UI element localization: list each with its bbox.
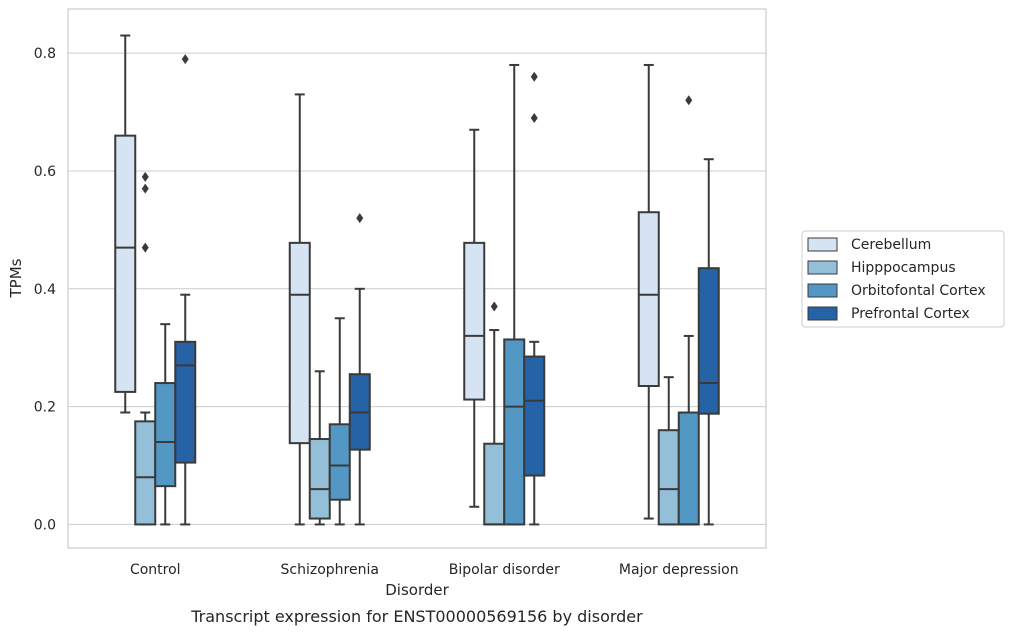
legend-label: Prefrontal Cortex (851, 306, 970, 322)
outlier-point (141, 171, 149, 182)
y-axis-title: TPMs (7, 258, 25, 298)
outlier-point (141, 183, 149, 194)
boxes (114, 34, 720, 526)
box-0-2 (154, 323, 177, 526)
box-2-1 (483, 301, 506, 526)
outlier-point (141, 242, 149, 253)
box-body (637, 211, 660, 388)
legend-label: Cerebellum (851, 237, 931, 253)
legend: Cerebellum Hipppocampus Orbitofontal Corte… (801, 230, 1005, 328)
outlier-point (490, 301, 498, 312)
box-2-0 (463, 128, 486, 508)
x-axis-ticks: Control Schizophrenia Bipolar disorder Majo… (130, 562, 739, 578)
box-1-3 (348, 213, 371, 526)
box-3-3 (697, 158, 720, 526)
box-3-0 (637, 63, 660, 520)
x-tick-label: Bipolar disorder (449, 562, 560, 578)
box-2-3 (523, 71, 546, 526)
y-tick-label: 0.4 (34, 282, 56, 298)
box-body (697, 267, 720, 415)
box-1-0 (288, 93, 311, 526)
plot-area-frame (67, 8, 767, 549)
legend-label: Hipppocampus (851, 260, 956, 276)
box-body (174, 340, 197, 464)
box-0-3 (174, 54, 197, 526)
box-body (288, 241, 311, 445)
box-1-1 (308, 370, 331, 526)
box-body (523, 355, 546, 477)
legend-swatch (807, 283, 838, 298)
legend-swatch (807, 237, 838, 252)
box-3-1 (657, 376, 680, 526)
box-body (463, 241, 486, 401)
box-0-1 (134, 171, 157, 526)
chart-caption: Transcript expression for ENST0000056915… (190, 607, 643, 626)
box-body (503, 338, 526, 526)
legend-frame (801, 230, 1005, 328)
legend-swatch (807, 306, 838, 321)
x-axis-title: Disorder (385, 581, 449, 599)
box-body (308, 438, 331, 520)
y-tick-label: 0.2 (34, 400, 56, 416)
y-tick-label: 0.6 (34, 164, 56, 180)
x-tick-label: Schizophrenia (281, 562, 379, 578)
box-0-0 (114, 34, 137, 414)
box-body (114, 134, 137, 393)
box-body (677, 411, 700, 526)
box-body (134, 420, 157, 526)
outlier-point (685, 95, 693, 106)
x-tick-label: Major depression (619, 562, 739, 578)
box-1-2 (328, 317, 351, 526)
box-body (483, 442, 506, 526)
box-3-2 (677, 95, 700, 526)
box-body (154, 382, 177, 488)
box-body (328, 423, 351, 501)
x-tick-label: Control (130, 562, 181, 578)
outlier-point (181, 54, 189, 65)
box-body (657, 429, 680, 526)
y-tick-label: 0.8 (34, 46, 56, 62)
y-tick-label: 0.0 (34, 517, 56, 533)
legend-swatch (807, 260, 838, 275)
outlier-point (530, 112, 538, 123)
outlier-point (356, 213, 364, 224)
outlier-point (530, 71, 538, 82)
y-axis-ticks: 0.0 0.2 0.4 0.6 0.8 (34, 46, 56, 533)
legend-label: Orbitofontal Cortex (851, 283, 986, 299)
box-2-2 (503, 63, 526, 526)
